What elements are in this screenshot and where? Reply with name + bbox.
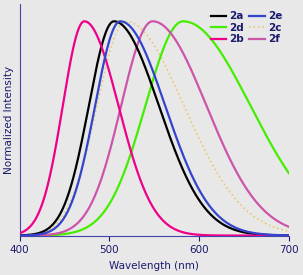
X-axis label: Wavelength (nm): Wavelength (nm) bbox=[109, 261, 199, 271]
Legend: 2a, 2d, 2b, 2e, 2c, 2f: 2a, 2d, 2b, 2e, 2c, 2f bbox=[206, 7, 287, 48]
Y-axis label: Normalized Intensity: Normalized Intensity bbox=[4, 66, 14, 174]
